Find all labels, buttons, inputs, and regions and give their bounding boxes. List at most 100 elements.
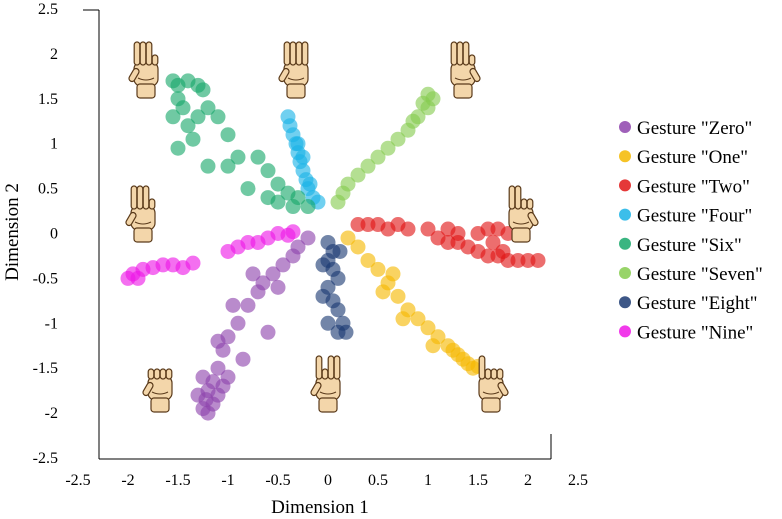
hand-wrist (286, 83, 306, 99)
data-point (270, 279, 286, 295)
data-point (320, 315, 336, 331)
hand-icon-zero (142, 368, 173, 413)
data-point (285, 224, 301, 240)
hand-thumb (310, 381, 322, 397)
x-tick-label: -2 (121, 472, 134, 489)
data-point (195, 369, 211, 385)
hand-icon-four (278, 41, 309, 99)
data-point (290, 136, 306, 152)
legend-item: Gesture "Zero" (619, 118, 752, 139)
legend-item: Gesture "Eight" (619, 293, 758, 314)
data-point (340, 176, 356, 192)
hand-finger (159, 368, 167, 380)
hand-finger (295, 41, 303, 66)
hand-finger (142, 185, 150, 210)
y-tick-label: 2 (50, 46, 58, 63)
x-axis-title: Dimension 1 (271, 497, 369, 518)
legend-label: Gesture "Nine" (637, 322, 753, 343)
data-point (495, 243, 511, 259)
hand-finger (301, 41, 309, 66)
hand-icon-nine (125, 185, 156, 243)
hand-finger (165, 368, 173, 380)
data-point (360, 158, 376, 174)
data-point (350, 167, 366, 183)
y-tick-label: 0 (50, 226, 58, 243)
data-point (285, 199, 301, 215)
data-point (390, 131, 406, 147)
y-tick-label: -1.5 (33, 360, 58, 377)
data-point (330, 302, 346, 318)
series-points (165, 73, 316, 215)
series-points (120, 224, 301, 286)
data-point (375, 284, 391, 300)
hand-thumb (125, 211, 137, 227)
data-point (295, 149, 311, 165)
data-point (200, 158, 216, 174)
data-point (300, 230, 316, 246)
hand-finger (148, 198, 156, 210)
hand-finger (456, 41, 464, 66)
hand-icon-eight (310, 355, 341, 413)
legend-marker (619, 237, 631, 250)
legend-label: Gesture "Eight" (637, 293, 758, 314)
hand-crease (454, 77, 472, 81)
legend-item: Gesture "Seven" (619, 264, 763, 285)
hand-finger (514, 185, 522, 210)
data-point (225, 297, 241, 313)
legend-item: Gesture "Six" (619, 235, 742, 256)
hand-crease (151, 391, 169, 395)
data-point (485, 234, 501, 250)
hand-finger (133, 41, 141, 66)
legend-marker (619, 208, 631, 221)
x-tick-label: 1.5 (468, 472, 488, 489)
x-tick-label: -2.5 (65, 472, 90, 489)
data-point (450, 226, 466, 241)
legend-marker (619, 267, 631, 279)
hand-wrist (453, 83, 473, 99)
data-point (210, 109, 226, 125)
data-point (220, 369, 236, 385)
legend-label: Gesture "Two" (637, 176, 750, 197)
series-points (315, 234, 354, 340)
hand-finger (520, 198, 528, 210)
data-point (370, 149, 386, 165)
x-tick-label: -1 (221, 472, 234, 489)
hand-finger (315, 355, 323, 380)
data-point (185, 131, 201, 147)
data-point (200, 100, 216, 116)
data-point (260, 163, 276, 179)
data-point (332, 243, 348, 259)
data-point (425, 338, 441, 354)
data-point (245, 266, 261, 282)
data-point (170, 140, 186, 156)
hand-thumb (278, 67, 290, 83)
hand-finger (508, 185, 516, 210)
x-tick-label: 1 (424, 472, 432, 489)
data-point (415, 95, 431, 111)
hand-wrist (136, 83, 156, 99)
hand-crease (319, 391, 337, 395)
data-point (315, 288, 331, 304)
hand-finger (289, 41, 297, 66)
hand-finger (450, 41, 458, 66)
data-point (410, 109, 426, 125)
x-tick-label: -0.5 (265, 472, 290, 489)
hand-finger (490, 368, 498, 380)
series-points (340, 230, 486, 376)
hand-icon-six (128, 41, 159, 99)
legend-label: Gesture "Zero" (637, 118, 752, 139)
hand-wrist (150, 397, 170, 413)
data-point (275, 257, 291, 273)
data-point (400, 221, 416, 237)
hand-finger (462, 41, 470, 66)
axes (83, 9, 552, 460)
hand-thumb (142, 381, 154, 397)
y-tick-label: 2.5 (38, 1, 58, 18)
data-point (270, 176, 286, 192)
hand-finger (145, 41, 153, 66)
data-point (230, 315, 246, 331)
hand-finger (478, 355, 486, 380)
hand-finger (321, 368, 329, 380)
hand-thumb (128, 67, 140, 83)
x-tick-label: 2 (524, 472, 532, 489)
